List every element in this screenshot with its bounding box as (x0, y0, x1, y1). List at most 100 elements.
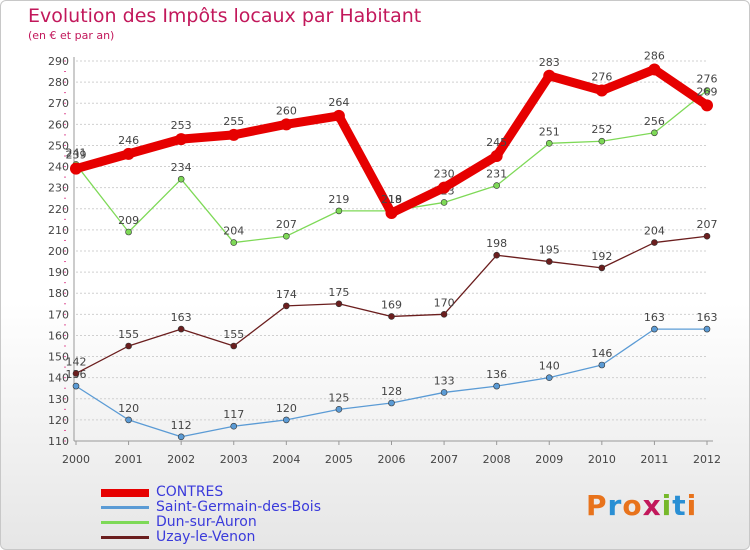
x-tick-label: 2004 (272, 453, 300, 466)
data-label: 170 (434, 296, 455, 309)
data-label: 198 (486, 237, 507, 250)
data-label: 204 (644, 225, 665, 238)
data-point (230, 422, 238, 430)
data-point (703, 325, 711, 333)
legend-swatch (101, 536, 149, 539)
chart-subtitle: (en € et par an) (28, 29, 115, 42)
x-tick-label: 2003 (220, 453, 248, 466)
data-label: 120 (276, 402, 297, 415)
data-point (440, 199, 448, 206)
data-label: 269 (697, 85, 718, 98)
x-tick-label: 2002 (167, 453, 195, 466)
data-point (701, 99, 713, 112)
data-point (388, 399, 395, 407)
data-label: 207 (697, 218, 718, 231)
series-line (71, 64, 712, 218)
x-tick-label: 2010 (588, 453, 616, 466)
data-point (385, 207, 398, 219)
y-tick-label: 160 (48, 329, 69, 342)
y-tick-label: 280 (48, 76, 69, 89)
x-tick-label: 2007 (430, 453, 458, 466)
data-label: 260 (276, 104, 297, 117)
data-point (493, 182, 500, 189)
logo-letter: i (686, 489, 698, 522)
data-label: 241 (66, 146, 87, 159)
x-tick-label: 2000 (62, 453, 90, 466)
data-label: 219 (328, 193, 349, 206)
data-point (283, 232, 290, 240)
logo-letter: o (622, 489, 643, 522)
data-point (438, 181, 451, 194)
data-point (72, 370, 80, 377)
data-label: 120 (118, 402, 139, 415)
data-point (125, 342, 132, 350)
data-point (72, 382, 80, 390)
y-tick-label: 230 (48, 182, 69, 195)
y-tick-label: 120 (48, 414, 69, 427)
data-label: 133 (434, 374, 455, 387)
data-label: 192 (591, 250, 612, 263)
x-tick-label: 2006 (378, 453, 406, 466)
data-label: 255 (223, 115, 244, 128)
data-point (651, 129, 658, 137)
y-tick-label: 170 (48, 308, 69, 321)
y-tick-label: 290 (48, 55, 69, 68)
logo-letter: r (607, 489, 623, 522)
y-tick-label: 270 (48, 97, 69, 110)
data-point (177, 175, 185, 183)
data-point (493, 251, 500, 259)
y-tick-label: 190 (48, 266, 69, 279)
data-point (703, 232, 711, 240)
y-tick-label: 110 (48, 435, 69, 448)
y-tick-label: 240 (48, 161, 69, 174)
data-point (335, 207, 343, 215)
data-point (175, 133, 188, 146)
data-point (651, 239, 658, 246)
data-point (125, 416, 132, 424)
data-point (598, 361, 606, 369)
data-label: 256 (644, 115, 665, 128)
data-label: 195 (539, 244, 560, 257)
y-tick-label: 210 (48, 224, 69, 237)
data-label: 163 (697, 311, 718, 324)
data-point (227, 128, 240, 141)
x-tick-label: 2012 (693, 453, 721, 466)
data-point (648, 63, 661, 76)
x-tick-label: 2009 (535, 453, 563, 466)
legend-swatch (101, 521, 149, 524)
y-tick-label: 180 (48, 287, 69, 300)
data-point (598, 137, 606, 145)
legend-label: Saint-Germain-des-Bois (156, 499, 321, 515)
data-label: 283 (539, 56, 560, 69)
data-label: 209 (118, 214, 139, 227)
data-label: 174 (276, 288, 297, 301)
data-label: 264 (328, 96, 349, 109)
chart-title: Evolution des Impôts locaux par Habitant (28, 5, 422, 27)
proxiti-logo: Proxiti (586, 489, 697, 522)
data-label: 246 (118, 134, 139, 147)
data-point (545, 258, 553, 265)
data-point (283, 416, 290, 424)
logo-letter: i (661, 489, 673, 522)
x-tick-label: 2005 (325, 453, 353, 466)
data-point (70, 162, 82, 175)
x-tick-label: 2008 (483, 453, 511, 466)
data-point (122, 147, 135, 160)
data-label: 276 (697, 73, 718, 86)
y-tick-label: 220 (48, 203, 69, 216)
data-point (283, 302, 290, 310)
data-label: 276 (591, 71, 612, 84)
legend-swatch (101, 489, 149, 497)
data-point (490, 150, 503, 162)
data-label: 175 (328, 286, 349, 299)
logo-letter: x (642, 489, 662, 522)
data-point (177, 325, 185, 333)
data-label: 117 (223, 408, 244, 421)
data-label: 234 (171, 161, 192, 174)
data-label: 218 (381, 193, 402, 206)
data-point (388, 313, 395, 320)
data-point (595, 84, 608, 97)
data-label: 207 (276, 218, 297, 231)
